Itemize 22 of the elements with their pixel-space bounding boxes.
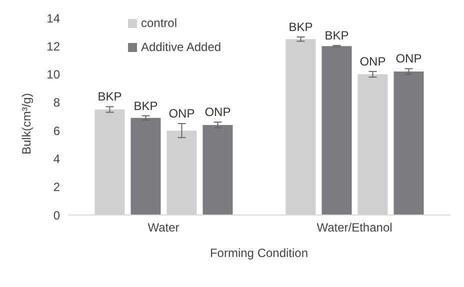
y-tick-label: 2 <box>53 180 60 194</box>
data-label: BKP <box>98 90 122 104</box>
y-tick-label: 6 <box>53 124 60 138</box>
data-label: ONP <box>204 105 231 120</box>
data-label: BKP <box>324 28 349 42</box>
y-axis-title: Bulk(cm³/g) <box>19 93 34 154</box>
y-tick-label: 8 <box>53 96 60 110</box>
data-label: BKP <box>134 98 158 113</box>
data-label: ONP <box>396 52 422 66</box>
data-label: ONP <box>360 54 386 68</box>
data-label: ONP <box>168 106 195 121</box>
x-tick-label: Water <box>148 220 180 235</box>
y-tick-label: 10 <box>46 68 60 82</box>
y-tick-label: 0 <box>53 208 60 222</box>
x-tick-label: Water/Ethanol <box>316 220 392 235</box>
legend-label: control <box>141 16 178 30</box>
y-tick-label: 4 <box>53 152 60 166</box>
y-tick-label: 12 <box>46 39 60 54</box>
data-label: BKP <box>288 20 313 34</box>
x-axis-title: Forming Condition <box>210 246 308 260</box>
y-tick-label: 14 <box>46 11 60 26</box>
legend-label: Additive Added <box>141 40 222 54</box>
